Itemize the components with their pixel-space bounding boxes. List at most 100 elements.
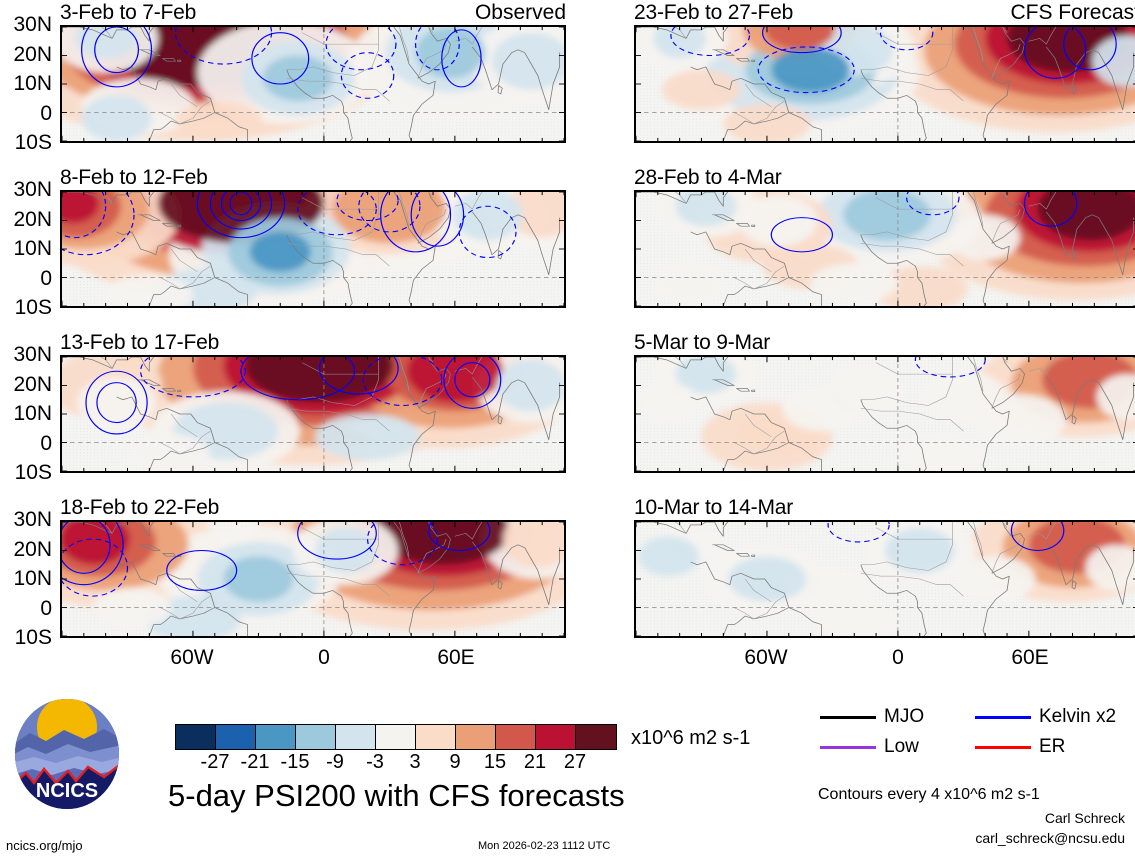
author-name: Carl Schreck bbox=[1044, 810, 1125, 826]
legend-label: Low bbox=[884, 736, 919, 757]
y-tick-label: 10N bbox=[13, 567, 52, 590]
map-frame bbox=[60, 190, 566, 308]
axis-ticks bbox=[62, 192, 564, 306]
panel-2: 8-Feb to 12-Feb bbox=[60, 166, 566, 308]
panel-title: 3-Feb to 7-Feb bbox=[60, 1, 197, 24]
colorbar-swatch bbox=[336, 725, 376, 749]
colorbar-tick-label: -3 bbox=[366, 751, 384, 773]
timestamp-label: Mon 2026-02-23 1112 UTC bbox=[478, 840, 611, 852]
map-frame bbox=[634, 25, 1135, 143]
y-tick-label: 0 bbox=[40, 101, 52, 125]
panel-title: 10-Mar to 14-Mar bbox=[634, 496, 794, 519]
colorbar bbox=[175, 724, 617, 750]
panel-8: 10-Mar to 14-Mar bbox=[634, 496, 1135, 638]
map-canvas bbox=[636, 357, 1135, 471]
map-canvas bbox=[636, 192, 1135, 306]
x-axis-labels: 60W 0 60E bbox=[634, 646, 1135, 674]
shading-layer bbox=[636, 27, 1135, 141]
kelvin-contours bbox=[62, 522, 491, 597]
map-canvas bbox=[62, 357, 564, 471]
map-canvas bbox=[636, 27, 1135, 141]
y-tick-label: 20N bbox=[13, 537, 52, 561]
y-tick-label: 10S bbox=[14, 461, 52, 484]
kelvin-contours bbox=[770, 192, 1078, 253]
colorbar-tick-label: 3 bbox=[409, 751, 421, 773]
y-tick-label: 10S bbox=[14, 296, 52, 319]
coastlines bbox=[636, 522, 1135, 636]
x-tick-label: 0 bbox=[318, 646, 330, 669]
coastlines bbox=[62, 522, 561, 636]
legend-line-swatch bbox=[820, 745, 876, 749]
y-axis-labels: 30N 20N 10N 0 10S bbox=[0, 343, 56, 484]
contour-note: Contours every 4 x10^6 m2 s-1 bbox=[818, 786, 1040, 803]
y-tick-label: 20N bbox=[13, 372, 52, 396]
y-tick-label: 10N bbox=[13, 72, 52, 95]
axis-ticks bbox=[636, 522, 1135, 636]
panel-6: 28-Feb to 4-Mar bbox=[634, 166, 1135, 308]
political-borders bbox=[657, 357, 1057, 455]
legend-item-mjo: MJO bbox=[820, 706, 924, 728]
x-tick-label: 60W bbox=[170, 646, 214, 669]
legend-line-swatch bbox=[820, 715, 876, 719]
y-tick-label: 30N bbox=[13, 343, 52, 366]
axis-ticks bbox=[62, 357, 564, 471]
panel-3: 13-Feb to 17-Feb bbox=[60, 331, 566, 473]
colorbar-tick-label: -21 bbox=[240, 751, 270, 773]
colorbar-swatch bbox=[576, 725, 616, 749]
axis-ticks bbox=[636, 27, 1135, 141]
map-frame bbox=[60, 25, 566, 143]
colorbar-tick-label: 9 bbox=[449, 751, 461, 773]
legend-item-kelvin-x2: Kelvin x2 bbox=[975, 706, 1116, 728]
x-tick-label: 60E bbox=[1011, 646, 1049, 669]
colorbar-swatch bbox=[296, 725, 336, 749]
shading-layer bbox=[653, 192, 1135, 306]
column-header: Observed bbox=[474, 1, 566, 24]
colorbar-swatch bbox=[176, 725, 216, 749]
legend-label: MJO bbox=[884, 706, 925, 727]
panel-title: 18-Feb to 22-Feb bbox=[60, 496, 220, 519]
main-title: 5-day PSI200 with CFS forecasts bbox=[168, 778, 625, 813]
axis-ticks bbox=[636, 357, 1135, 471]
map-frame bbox=[60, 520, 566, 638]
y-axis-labels: 30N 20N 10N 0 10S bbox=[0, 508, 56, 649]
y-tick-label: 30N bbox=[13, 13, 52, 36]
y-tick-label: 10N bbox=[13, 402, 52, 425]
legend-line-swatch bbox=[975, 745, 1031, 749]
map-canvas bbox=[62, 27, 564, 141]
y-tick-label: 30N bbox=[13, 508, 52, 531]
political-borders bbox=[657, 192, 1057, 290]
y-tick-label: 10S bbox=[14, 131, 52, 154]
colorbar-tick-label: 27 bbox=[563, 751, 587, 773]
svg-text:NCICS: NCICS bbox=[36, 780, 98, 802]
political-borders bbox=[657, 27, 1057, 125]
coastlines bbox=[62, 357, 561, 471]
panel-title: 5-Mar to 9-Mar bbox=[634, 331, 771, 354]
panel-title: 13-Feb to 17-Feb bbox=[60, 331, 220, 354]
y-tick-label: 10N bbox=[13, 237, 52, 260]
panel-7: 5-Mar to 9-Mar bbox=[634, 331, 1135, 473]
shading-layer bbox=[62, 192, 564, 306]
x-tick-label: 60W bbox=[744, 646, 788, 669]
colorbar-tick-label: 15 bbox=[483, 751, 507, 773]
legend-line-swatch bbox=[975, 715, 1031, 719]
coastlines bbox=[636, 27, 1135, 141]
x-tick-label: 60E bbox=[437, 646, 475, 669]
y-axis-labels: 30N 20N 10N 0 10S bbox=[0, 178, 56, 319]
colorbar-swatch bbox=[416, 725, 456, 749]
colorbar-tick-label: -27 bbox=[200, 751, 230, 773]
legend-label: Kelvin x2 bbox=[1039, 706, 1117, 727]
panel-title: 28-Feb to 4-Mar bbox=[634, 166, 782, 189]
shading-layer bbox=[638, 357, 1135, 471]
axis-ticks bbox=[636, 192, 1135, 306]
colorbar-tick-label: 21 bbox=[523, 751, 547, 773]
colorbar-swatch bbox=[376, 725, 416, 749]
y-tick-label: 30N bbox=[13, 178, 52, 201]
panel-title: 8-Feb to 12-Feb bbox=[60, 166, 208, 189]
panel-1: 3-Feb to 7-Feb Observed bbox=[60, 1, 566, 143]
map-frame bbox=[60, 355, 566, 473]
footer-url: ncics.org/mjo bbox=[6, 838, 83, 853]
panel-title: 23-Feb to 27-Feb bbox=[634, 1, 794, 24]
legend-label: ER bbox=[1039, 736, 1066, 757]
map-frame bbox=[634, 520, 1135, 638]
colorbar-tick-label: -9 bbox=[326, 751, 344, 773]
